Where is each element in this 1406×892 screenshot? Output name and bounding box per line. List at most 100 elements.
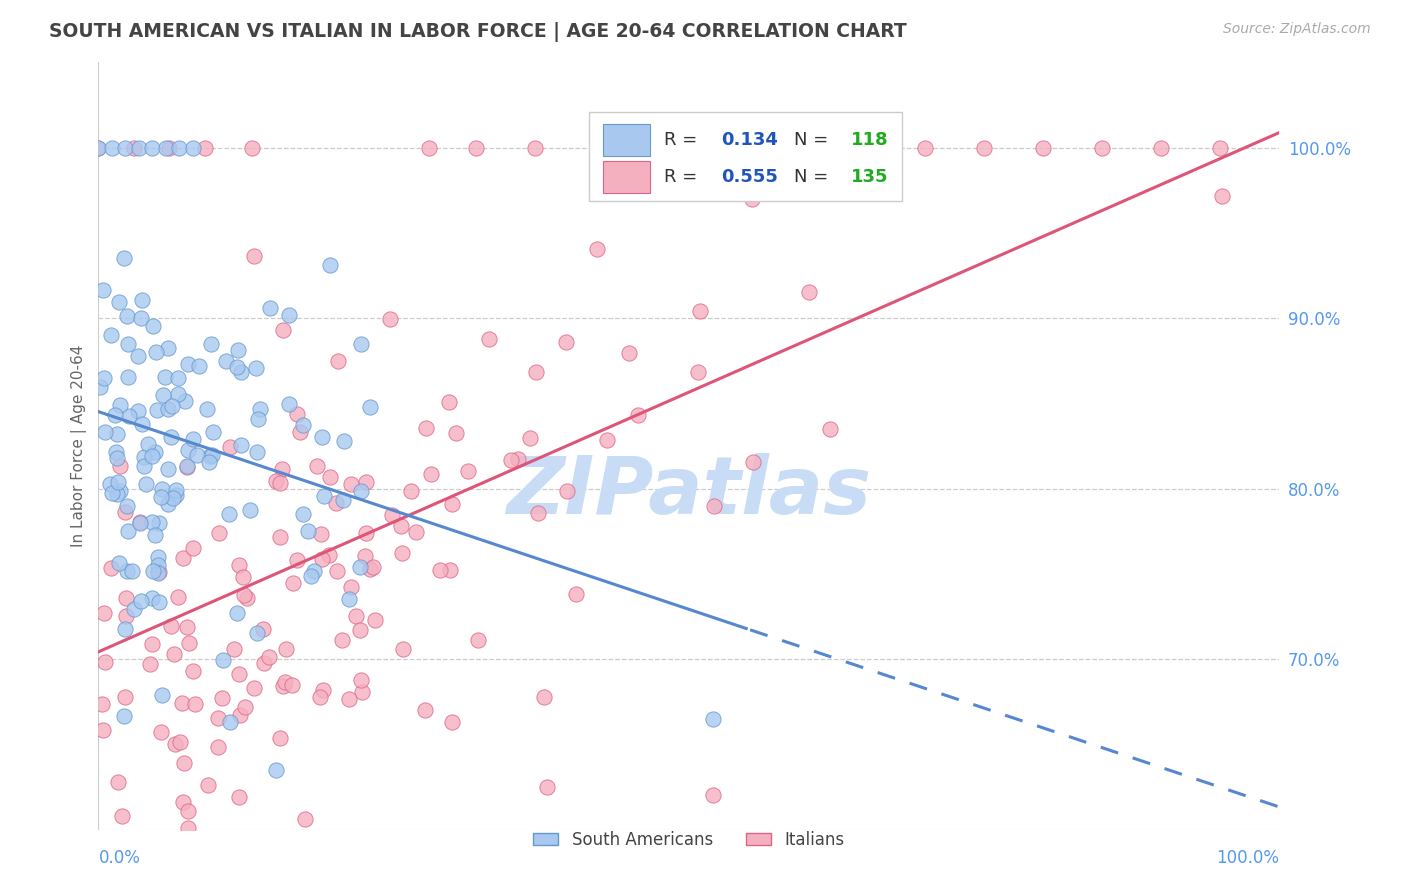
- Point: [177, 804, 200, 818]
- FancyBboxPatch shape: [603, 124, 650, 156]
- Point: [228, 789, 250, 804]
- Point: [138, 657, 160, 672]
- Point: [231, 438, 253, 452]
- Point: [148, 595, 170, 609]
- Text: SOUTH AMERICAN VS ITALIAN IN LABOR FORCE | AGE 20-64 CORRELATION CHART: SOUTH AMERICAN VS ITALIAN IN LABOR FORCE…: [49, 22, 907, 42]
- Point: [100, 561, 122, 575]
- Point: [114, 591, 136, 606]
- Point: [741, 192, 763, 206]
- Point: [253, 656, 276, 670]
- Text: 118: 118: [851, 131, 889, 149]
- Point: [105, 487, 128, 501]
- Point: [359, 562, 381, 576]
- Point: [135, 476, 157, 491]
- Point: [350, 684, 373, 698]
- Point: [259, 301, 281, 315]
- Point: [150, 483, 173, 497]
- Text: 0.555: 0.555: [721, 168, 778, 186]
- Point: [465, 141, 488, 155]
- Point: [181, 141, 204, 155]
- Point: [349, 623, 371, 637]
- Point: [166, 387, 188, 401]
- Point: [219, 440, 242, 454]
- Point: [281, 678, 304, 692]
- Text: ZIPatlas: ZIPatlas: [506, 453, 872, 531]
- Point: [169, 735, 191, 749]
- Point: [114, 141, 136, 155]
- Point: [146, 403, 169, 417]
- Point: [325, 496, 347, 510]
- Point: [318, 548, 340, 562]
- Point: [165, 488, 187, 502]
- Point: [305, 459, 328, 474]
- Point: [344, 609, 367, 624]
- Point: [506, 452, 529, 467]
- Point: [176, 459, 198, 474]
- Point: [176, 459, 198, 474]
- Point: [246, 412, 269, 426]
- Point: [1150, 141, 1173, 155]
- Point: [200, 336, 222, 351]
- Point: [87, 141, 110, 155]
- Text: 135: 135: [851, 168, 889, 186]
- Point: [627, 409, 650, 423]
- Point: [174, 393, 197, 408]
- Point: [340, 477, 363, 491]
- Point: [278, 396, 301, 410]
- Point: [114, 505, 136, 519]
- Point: [197, 778, 219, 792]
- Point: [243, 681, 266, 695]
- Point: [269, 476, 291, 491]
- Text: 0.0%: 0.0%: [98, 849, 141, 867]
- Point: [141, 450, 163, 464]
- Point: [689, 304, 711, 318]
- Point: [114, 690, 136, 704]
- Point: [349, 559, 371, 574]
- Point: [100, 327, 122, 342]
- Point: [128, 516, 150, 531]
- Point: [146, 566, 169, 580]
- Point: [142, 318, 165, 333]
- Point: [155, 141, 177, 155]
- Point: [177, 443, 200, 458]
- Point: [160, 430, 183, 444]
- Point: [401, 483, 423, 498]
- Point: [188, 359, 211, 374]
- Point: [108, 295, 131, 310]
- Point: [741, 454, 763, 468]
- Point: [122, 141, 145, 155]
- Point: [107, 475, 129, 490]
- Point: [311, 682, 333, 697]
- Point: [359, 400, 381, 414]
- Point: [1091, 141, 1114, 155]
- Point: [524, 365, 547, 379]
- Point: [141, 591, 163, 606]
- Point: [112, 252, 135, 266]
- Point: [149, 490, 172, 504]
- Point: [277, 308, 299, 322]
- Point: [297, 524, 319, 538]
- Point: [702, 712, 724, 726]
- Point: [565, 587, 588, 601]
- Point: [391, 546, 413, 560]
- Point: [252, 622, 274, 636]
- Point: [195, 401, 218, 416]
- Point: [194, 141, 217, 155]
- Point: [91, 698, 114, 712]
- Point: [354, 549, 377, 563]
- Point: [246, 626, 269, 640]
- Point: [703, 499, 725, 513]
- Legend: South Americans, Italians: South Americans, Italians: [527, 824, 851, 855]
- Point: [235, 699, 257, 714]
- Point: [93, 606, 115, 620]
- Point: [330, 632, 353, 647]
- Point: [115, 310, 138, 324]
- Point: [354, 526, 377, 541]
- Point: [415, 703, 437, 717]
- Point: [264, 475, 287, 489]
- Point: [141, 515, 163, 529]
- Point: [225, 607, 247, 621]
- Point: [555, 335, 578, 350]
- Point: [87, 141, 110, 155]
- Point: [264, 763, 287, 777]
